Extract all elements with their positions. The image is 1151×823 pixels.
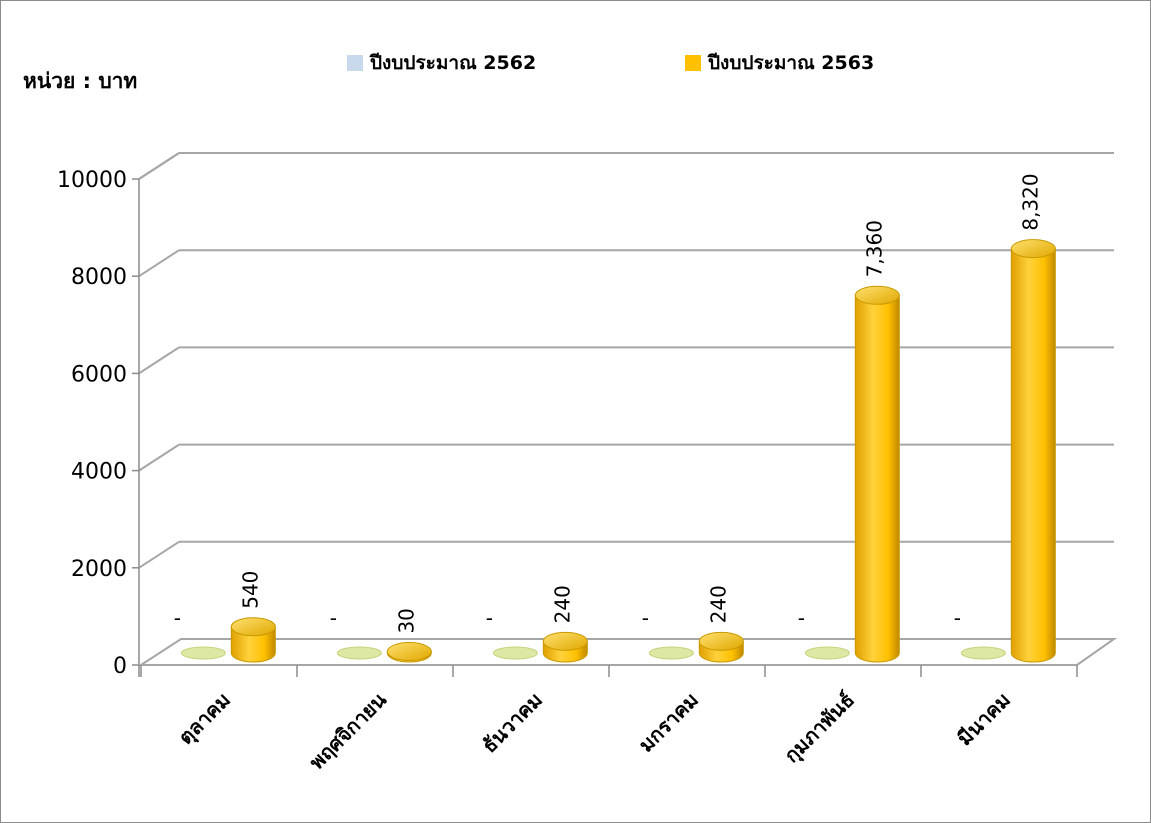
x-category-label: พฤศจิกายน — [304, 687, 391, 774]
x-category-label: มีนาคม — [952, 688, 1015, 751]
bar-2563-2 — [386, 642, 432, 663]
data-label-2563-4: 240 — [706, 585, 730, 623]
gridline-diagonal — [138, 540, 180, 569]
bar-2563-1 — [230, 617, 276, 663]
x-category-label: ตุลาคม — [173, 688, 235, 750]
x-category-label: มกราคม — [634, 688, 703, 757]
y-tick-label: 10000 — [57, 168, 127, 193]
legend-label-2562: ปีงบประมาณ 2562 — [370, 52, 537, 74]
y-tick-label: 2000 — [71, 557, 127, 582]
legend-swatch-2562 — [347, 55, 363, 71]
bar-2562-1 — [180, 646, 226, 660]
data-label-2562-5: - — [798, 606, 805, 630]
data-label-2563-3: 240 — [550, 585, 574, 623]
gridline-diagonal — [138, 443, 180, 472]
legend-swatch-2563 — [685, 55, 701, 71]
data-label-2562-6: - — [954, 606, 961, 630]
x-category-label: กุมภาพันธ์ — [779, 688, 859, 768]
gridline-diagonal — [138, 249, 180, 278]
legend-item-2562: ปีงบประมาณ 2562 — [347, 51, 536, 75]
bar-2562-6 — [960, 646, 1006, 660]
data-label-2562-4: - — [642, 606, 649, 630]
bar-2563-6 — [1010, 239, 1056, 663]
bar-2562-2 — [336, 646, 382, 660]
data-label-2563-6: 8,320 — [1018, 173, 1042, 230]
bar-2563-3 — [542, 631, 588, 663]
bar-2563-5 — [854, 285, 900, 663]
y-axis-top-diagonal — [138, 152, 180, 180]
legend-item-2563: ปีงบประมาณ 2563 — [685, 51, 874, 75]
y-tick-label: 8000 — [71, 265, 127, 290]
data-label-2562-2: - — [330, 606, 337, 630]
data-label-2562-3: - — [486, 606, 493, 630]
x-category-label: ธันวาคม — [477, 688, 547, 758]
data-label-2563-1: 540 — [238, 571, 262, 609]
gridline-diagonal — [138, 346, 180, 375]
data-label-2562-1: - — [174, 606, 181, 630]
legend-label-2563: ปีงบประมาณ 2563 — [708, 52, 875, 74]
y-tick-label: 0 — [113, 654, 127, 679]
data-label-2563-2: 30 — [394, 608, 418, 633]
y-tick-label: 4000 — [71, 460, 127, 485]
unit-label: หน่วย : บาท — [23, 69, 138, 93]
data-label-2563-5: 7,360 — [862, 220, 886, 277]
y-tick-label: 6000 — [71, 362, 127, 387]
bar-2562-5 — [804, 646, 850, 660]
bar-2562-3 — [492, 646, 538, 660]
bar-2562-4 — [648, 646, 694, 660]
bar-2563-4 — [698, 631, 744, 663]
